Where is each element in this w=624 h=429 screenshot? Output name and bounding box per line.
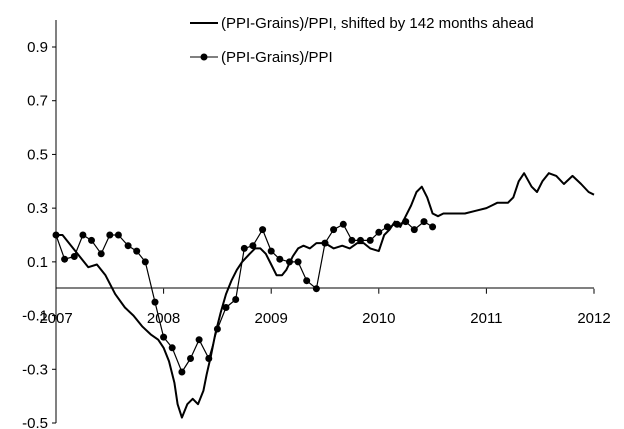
y-tick-label-5: -0.1 — [22, 308, 48, 325]
series-1-point-27 — [294, 258, 302, 266]
series-1-point-18 — [213, 325, 221, 333]
series-1-point-11 — [151, 298, 159, 306]
y-tick-label-2: 0.5 — [27, 146, 48, 163]
series-1-point-17 — [205, 355, 213, 362]
series-1-point-7 — [114, 231, 122, 239]
series-line-1 — [55, 221, 433, 373]
series-1 — [52, 218, 437, 376]
series-1-point-5 — [97, 250, 105, 258]
x-tick-label-0: 2007 — [39, 310, 72, 327]
y-tick-label-6: -0.3 — [22, 361, 48, 378]
legend-label-0: (PPI-Grains)/PPI, shifted by 142 months … — [221, 15, 534, 32]
y-tick-label-3: 0.3 — [27, 200, 48, 217]
x-ticks: 2007 2008 2009 2010 2011 2012 — [39, 288, 611, 327]
legend-marker-1 — [200, 53, 208, 61]
legend-entry-1: (PPI-Grains)/PPI — [190, 49, 333, 66]
series-1-point-22 — [249, 242, 257, 250]
series-1-point-3 — [79, 231, 87, 239]
series-0 — [56, 172, 595, 419]
series-1-point-0 — [52, 231, 60, 239]
series-1-point-10 — [141, 258, 149, 266]
series-layer — [52, 172, 595, 419]
series-1-point-31 — [330, 226, 338, 234]
series-1-point-21 — [240, 244, 248, 252]
series-1-point-9 — [133, 247, 141, 255]
series-1-point-26 — [286, 258, 293, 266]
series-1-point-12 — [160, 333, 168, 341]
series-1-point-25 — [276, 255, 284, 263]
series-1-point-23 — [259, 226, 267, 234]
x-tick-label-3: 2010 — [362, 310, 395, 327]
series-1-point-37 — [383, 223, 391, 231]
series-1-point-30 — [321, 239, 329, 247]
y-tick-label-0: 0.9 — [27, 39, 48, 56]
series-1-point-42 — [429, 223, 437, 231]
series-1-point-24 — [267, 247, 275, 255]
y-tick-label-7: -0.5 — [22, 415, 48, 429]
legend: (PPI-Grains)/PPI, shifted by 142 months … — [190, 15, 534, 66]
series-1-point-33 — [348, 236, 356, 244]
x-tick-label-1: 2008 — [147, 310, 180, 327]
series-line-0 — [56, 172, 595, 419]
series-1-point-4 — [88, 236, 95, 244]
series-1-point-16 — [195, 336, 203, 344]
series-1-point-29 — [312, 285, 320, 293]
series-1-point-39 — [402, 218, 410, 226]
series-1-point-8 — [124, 242, 132, 250]
series-1-point-14 — [178, 368, 186, 376]
series-1-point-32 — [339, 220, 347, 228]
x-tick-label-5: 2012 — [577, 310, 610, 327]
series-1-point-19 — [222, 304, 230, 311]
series-1-point-2 — [70, 253, 78, 260]
series-1-point-36 — [375, 228, 383, 236]
series-1-point-28 — [303, 277, 311, 285]
series-1-point-6 — [106, 231, 114, 239]
series-1-point-20 — [232, 296, 240, 303]
y-tick-label-1: 0.7 — [27, 93, 48, 110]
chart-axes — [55, 20, 594, 423]
series-1-point-1 — [61, 255, 69, 263]
y-ticks: 0.9 0.7 0.5 0.3 0.1 -0.1 -0.3 -0.5 — [22, 39, 56, 429]
series-1-point-40 — [410, 226, 418, 234]
y-tick-label-4: 0.1 — [27, 254, 48, 271]
legend-entry-0: (PPI-Grains)/PPI, shifted by 142 months … — [190, 15, 534, 32]
series-1-point-41 — [420, 218, 428, 226]
series-1-point-38 — [393, 220, 401, 228]
legend-label-1: (PPI-Grains)/PPI — [221, 49, 333, 66]
series-1-point-35 — [366, 236, 374, 244]
x-tick-label-2: 2009 — [255, 310, 288, 327]
series-1-point-13 — [168, 344, 176, 352]
series-1-point-34 — [357, 236, 364, 244]
x-tick-label-4: 2011 — [470, 310, 502, 327]
series-1-point-15 — [187, 355, 194, 362]
